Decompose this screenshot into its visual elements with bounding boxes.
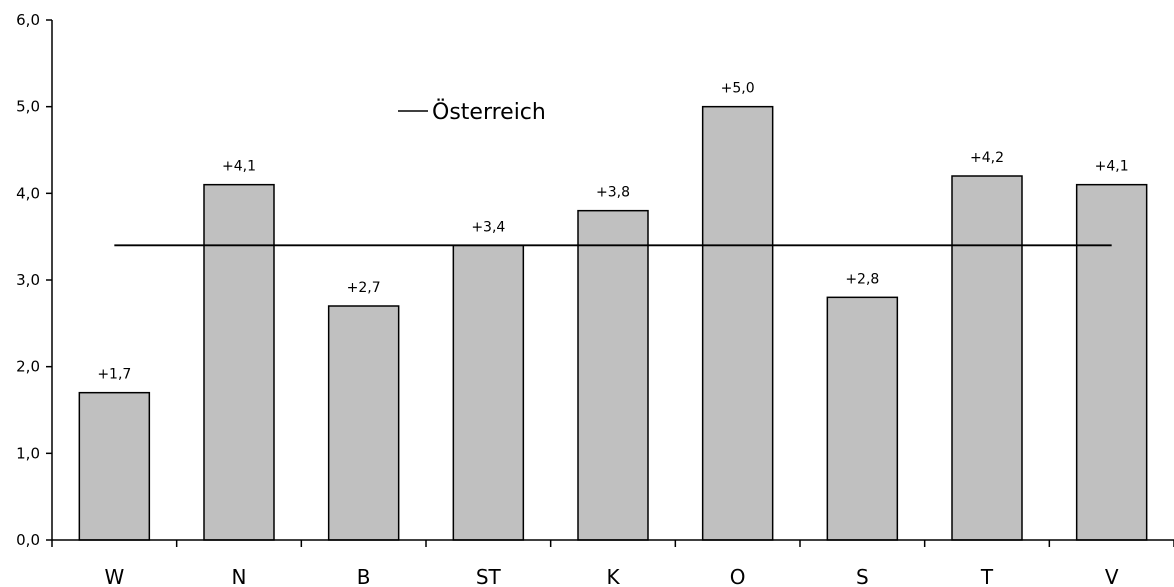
bar-o <box>701 105 774 541</box>
category-label-s: S <box>856 565 869 587</box>
y-tick-label: 2,0 <box>16 358 40 376</box>
legend: Österreich <box>398 99 546 125</box>
data-labels: +1,7 +4,1 +2,7 +3,4 +3,8 +5,0 +2,8 +4,2 +4,1 <box>97 81 1128 383</box>
y-tick-label: 6,0 <box>16 11 40 29</box>
data-label-t: +4,2 <box>970 150 1004 166</box>
y-tick-label: 5,0 <box>16 98 40 116</box>
data-label-s: +2,8 <box>845 271 879 287</box>
y-tick-label: 4,0 <box>16 184 40 202</box>
bar-st <box>452 244 525 541</box>
data-label-n: +4,1 <box>222 159 256 175</box>
bar-t <box>951 175 1023 541</box>
data-label-w: +1,7 <box>97 367 131 383</box>
bar-v <box>1075 183 1148 541</box>
data-label-st: +3,4 <box>471 219 505 235</box>
category-label-b: B <box>357 565 371 587</box>
bar-w <box>78 391 151 541</box>
y-tick-label: 3,0 <box>16 271 40 289</box>
y-tick-label: 1,0 <box>16 444 40 462</box>
data-label-b: +2,7 <box>347 280 381 296</box>
data-label-k: +3,8 <box>596 185 630 201</box>
legend-label: Österreich <box>432 99 546 125</box>
category-label-v: V <box>1105 565 1119 587</box>
data-label-o: +5,0 <box>721 81 755 97</box>
data-label-v: +4,1 <box>1095 159 1129 175</box>
bar-s <box>826 296 899 541</box>
y-tick-label: 0,0 <box>16 531 40 549</box>
bar-b <box>327 305 400 541</box>
category-label-n: N <box>232 565 247 587</box>
category-label-st: ST <box>476 565 502 587</box>
bars <box>78 105 1148 541</box>
category-label-t: T <box>980 565 994 587</box>
category-label-o: O <box>730 565 746 587</box>
category-label-w: W <box>104 565 124 587</box>
bar-n <box>203 183 275 541</box>
bar-k <box>577 209 649 541</box>
category-label-k: K <box>606 565 620 587</box>
axes: W N B ST K O S T V0,01,02,03,04,05,06,0 <box>16 11 1174 587</box>
